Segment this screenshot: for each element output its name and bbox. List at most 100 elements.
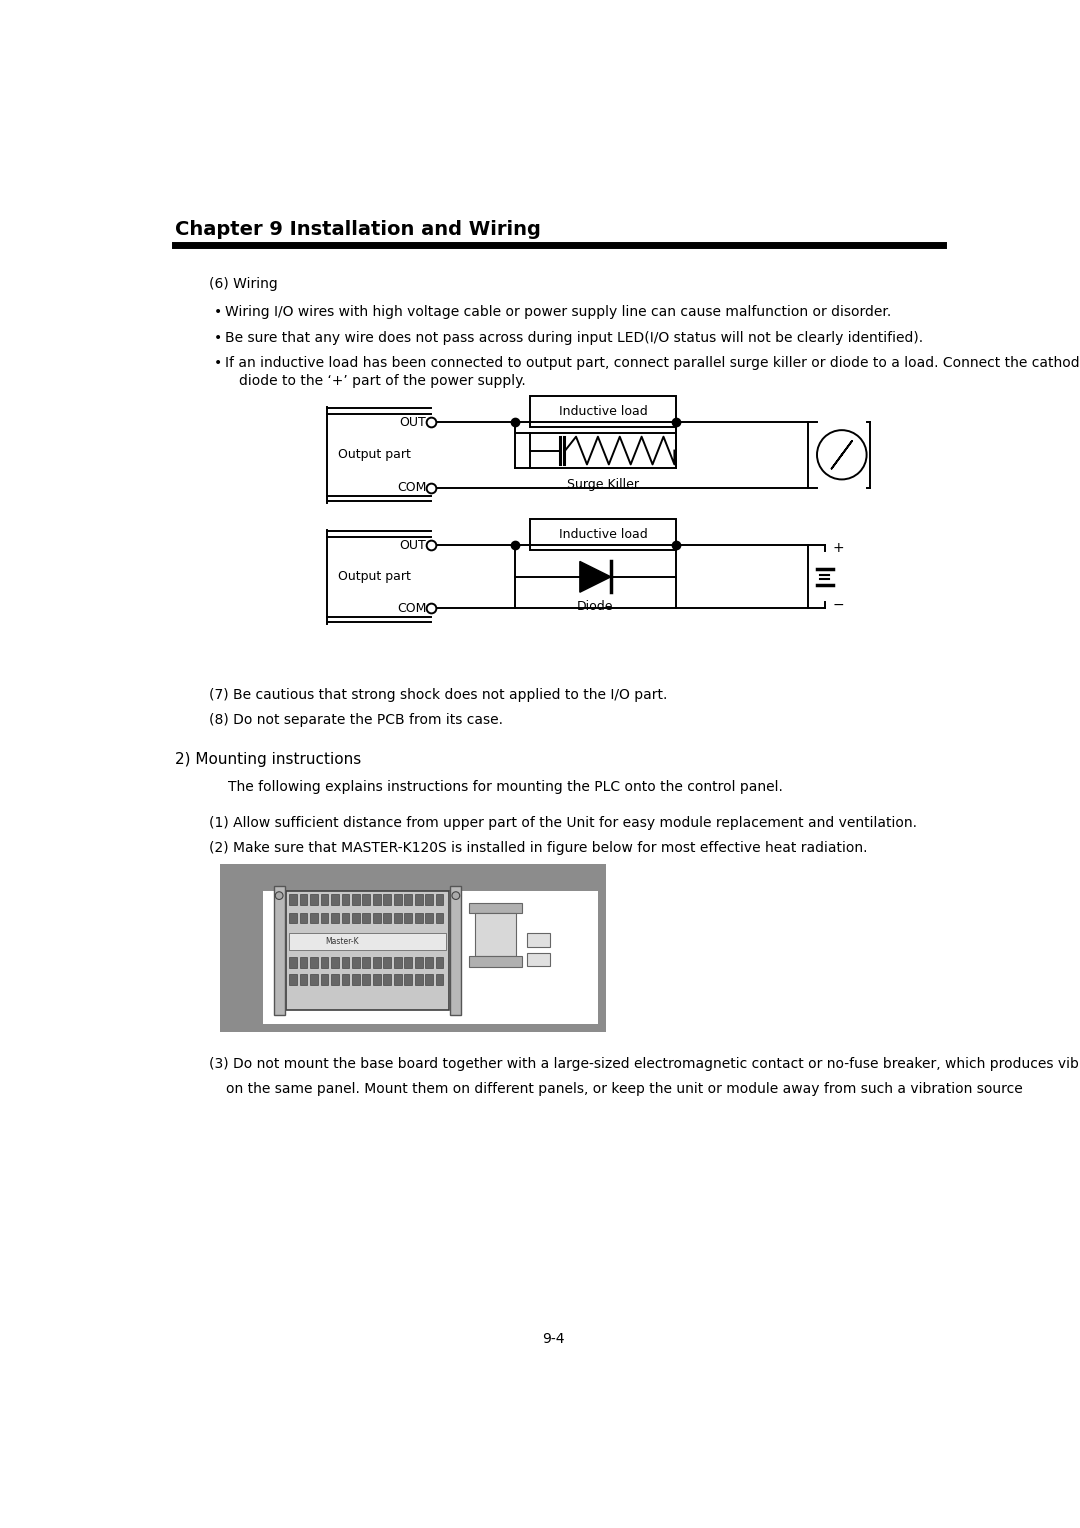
Bar bbox=[415, 912, 422, 923]
Bar bbox=[341, 894, 349, 905]
Bar bbox=[383, 957, 391, 969]
Bar bbox=[332, 912, 339, 923]
Text: 9-4: 9-4 bbox=[542, 1332, 565, 1346]
Bar bbox=[299, 894, 308, 905]
Text: (7) Be cautious that strong shock does not applied to the I/O part.: (7) Be cautious that strong shock does n… bbox=[208, 688, 667, 701]
Bar bbox=[426, 957, 433, 969]
Bar bbox=[289, 957, 297, 969]
Bar bbox=[363, 894, 370, 905]
Text: Wiring I/O wires with high voltage cable or power supply line can cause malfunct: Wiring I/O wires with high voltage cable… bbox=[225, 306, 891, 319]
Bar bbox=[352, 912, 360, 923]
Bar bbox=[332, 957, 339, 969]
Bar bbox=[352, 975, 360, 986]
Bar bbox=[363, 957, 370, 969]
Text: Master-K: Master-K bbox=[325, 937, 359, 946]
Bar bbox=[373, 912, 380, 923]
Bar bbox=[530, 520, 676, 550]
Text: •: • bbox=[214, 356, 222, 370]
Bar bbox=[321, 957, 328, 969]
Bar bbox=[363, 912, 370, 923]
Bar bbox=[404, 975, 413, 986]
Text: (3) Do not mount the base board together with a large-sized electromagnetic cont: (3) Do not mount the base board together… bbox=[208, 1057, 1080, 1071]
Bar bbox=[310, 894, 318, 905]
Bar bbox=[469, 903, 522, 914]
Bar bbox=[341, 975, 349, 986]
Bar bbox=[475, 914, 515, 957]
Text: (1) Allow sufficient distance from upper part of the Unit for easy module replac: (1) Allow sufficient distance from upper… bbox=[208, 816, 917, 830]
Text: OUT: OUT bbox=[400, 539, 427, 552]
Text: Surge Killer: Surge Killer bbox=[567, 478, 639, 492]
Text: Inductive load: Inductive load bbox=[558, 405, 648, 417]
Text: The following explains instructions for mounting the PLC onto the control panel.: The following explains instructions for … bbox=[228, 781, 783, 795]
Text: If an inductive load has been connected to output part, connect parallel surge k: If an inductive load has been connected … bbox=[225, 356, 1080, 370]
Bar bbox=[435, 975, 444, 986]
Bar bbox=[363, 975, 370, 986]
Text: 2) Mounting instructions: 2) Mounting instructions bbox=[175, 752, 362, 767]
Bar bbox=[289, 975, 297, 986]
Bar bbox=[426, 975, 433, 986]
Bar bbox=[404, 894, 413, 905]
Bar bbox=[289, 912, 297, 923]
Bar bbox=[299, 912, 308, 923]
Text: OUT: OUT bbox=[400, 416, 427, 428]
Circle shape bbox=[451, 892, 460, 900]
Bar bbox=[273, 886, 284, 1015]
Bar bbox=[394, 912, 402, 923]
Bar bbox=[321, 912, 328, 923]
Bar bbox=[383, 912, 391, 923]
Text: diode to the ‘+’ part of the power supply.: diode to the ‘+’ part of the power suppl… bbox=[239, 374, 526, 388]
Bar bbox=[220, 863, 606, 891]
Bar bbox=[415, 975, 422, 986]
Bar bbox=[404, 912, 413, 923]
Bar bbox=[426, 912, 433, 923]
Bar bbox=[341, 957, 349, 969]
Circle shape bbox=[275, 892, 283, 900]
Bar bbox=[530, 396, 676, 426]
Bar bbox=[262, 872, 598, 1024]
Polygon shape bbox=[580, 561, 611, 593]
Text: Output part: Output part bbox=[338, 570, 410, 584]
Text: Diode: Diode bbox=[577, 601, 613, 613]
Bar bbox=[352, 957, 360, 969]
Bar bbox=[394, 957, 402, 969]
Text: Inductive load: Inductive load bbox=[558, 529, 648, 541]
Bar bbox=[373, 957, 380, 969]
Text: COM: COM bbox=[397, 602, 427, 614]
Bar bbox=[530, 432, 676, 468]
Text: COM: COM bbox=[397, 481, 427, 494]
Bar bbox=[435, 957, 444, 969]
Bar bbox=[435, 894, 444, 905]
Bar bbox=[373, 894, 380, 905]
Bar bbox=[383, 975, 391, 986]
Bar bbox=[527, 952, 551, 966]
Text: (6) Wiring: (6) Wiring bbox=[208, 277, 278, 292]
Bar bbox=[321, 975, 328, 986]
Bar bbox=[299, 957, 308, 969]
Bar bbox=[352, 894, 360, 905]
Text: −: − bbox=[833, 599, 845, 613]
Bar bbox=[332, 894, 339, 905]
Bar bbox=[321, 894, 328, 905]
Bar bbox=[469, 957, 522, 967]
Bar bbox=[373, 975, 380, 986]
Bar bbox=[426, 894, 433, 905]
Bar bbox=[404, 957, 413, 969]
Bar bbox=[220, 863, 606, 1031]
Text: (2) Make sure that MASTER-K120S is installed in figure below for most effective : (2) Make sure that MASTER-K120S is insta… bbox=[208, 840, 867, 856]
Bar bbox=[286, 891, 449, 1010]
Bar bbox=[289, 932, 446, 949]
Bar bbox=[299, 975, 308, 986]
Bar bbox=[383, 894, 391, 905]
Text: Chapter 9 Installation and Wiring: Chapter 9 Installation and Wiring bbox=[175, 220, 541, 238]
Bar bbox=[310, 975, 318, 986]
Text: +: + bbox=[833, 541, 845, 555]
Text: on the same panel. Mount them on different panels, or keep the unit or module aw: on the same panel. Mount them on differe… bbox=[226, 1082, 1023, 1096]
Bar bbox=[435, 912, 444, 923]
Text: •: • bbox=[214, 306, 222, 319]
Bar bbox=[394, 894, 402, 905]
Bar bbox=[394, 975, 402, 986]
Text: Output part: Output part bbox=[338, 448, 410, 461]
Bar bbox=[415, 957, 422, 969]
Bar bbox=[220, 863, 262, 1031]
Bar bbox=[332, 975, 339, 986]
